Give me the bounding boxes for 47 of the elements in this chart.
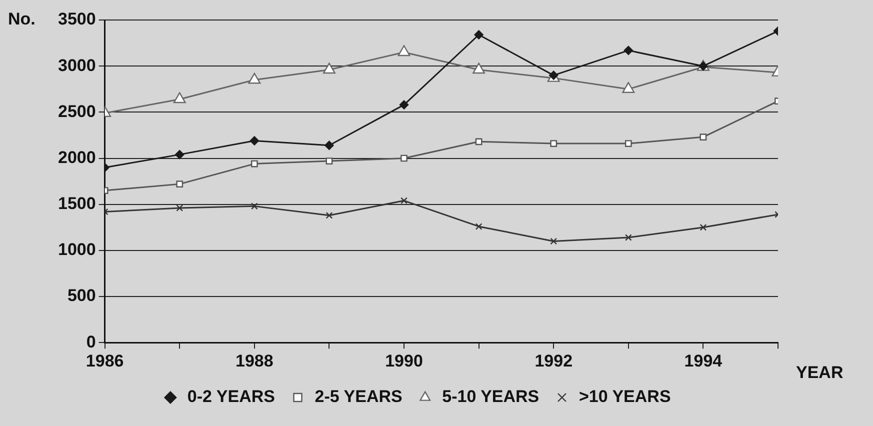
point [624,46,634,56]
x-tick-label: 1986 [86,351,124,370]
point [472,62,486,74]
point [326,212,333,219]
point [173,92,186,104]
point [400,197,408,204]
y-tick-label: 1000 [58,240,96,260]
point [622,82,635,93]
y-tick-label: 500 [67,286,96,306]
point [624,140,632,147]
y-tick-label: 3500 [58,10,96,29]
y-tick-label: 2500 [58,102,96,121]
legend-label: 5-10 YEARS [442,387,540,406]
y-tick-label: 1500 [58,194,96,214]
point [400,154,408,162]
legend-label: 0-2 YEARS [187,387,275,406]
x-tick-label: 1992 [534,351,573,370]
point [624,234,632,241]
point [399,100,409,110]
point [250,160,258,168]
x-tick-label: 1988 [236,351,274,370]
x-tick-label: 1990 [385,351,423,370]
y-tick-label: 0 [86,332,96,352]
legend-label: 2-5 YEARS [314,387,402,406]
point [250,202,258,210]
point [398,45,410,56]
point [324,140,334,150]
point [248,72,261,84]
point [322,62,336,74]
point [550,238,558,245]
point [326,158,333,164]
point [176,204,184,212]
point [176,180,184,188]
y-tick-label: 2000 [58,148,96,167]
x-axis-title: YEAR [796,362,844,382]
point [700,224,707,231]
point [700,134,707,140]
point [474,30,484,40]
point [175,150,184,160]
legend-label: >10 YEARS [578,387,671,406]
y-tick-label: 3000 [58,56,96,75]
point [550,140,558,147]
x-tick-label: 1994 [684,351,723,370]
point [475,223,482,230]
point [250,136,260,146]
y-axis-title: No. [8,10,36,29]
point [475,138,482,146]
